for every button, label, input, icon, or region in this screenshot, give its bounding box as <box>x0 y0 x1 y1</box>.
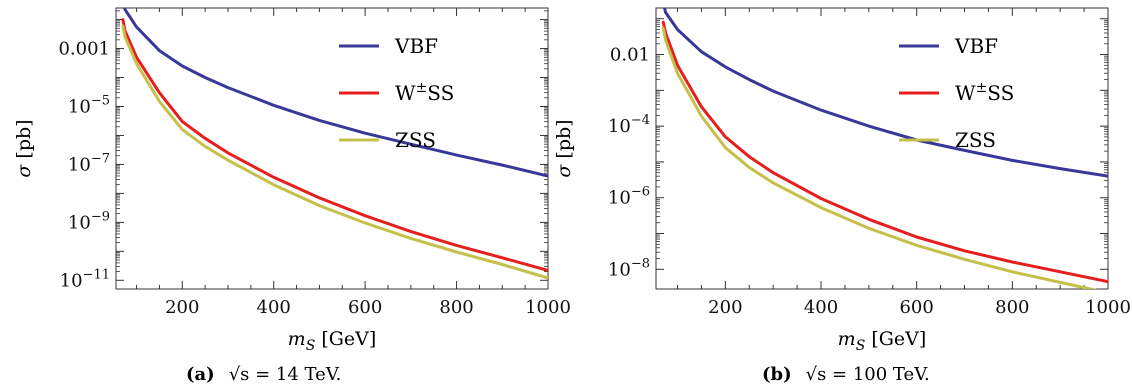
legend-label-vbf: VBF <box>394 34 438 58</box>
y-tick-label: 10−9 <box>68 209 110 233</box>
legend-label-wss: W±SS <box>395 80 454 105</box>
y-axis-label: σ [pb] <box>13 119 35 177</box>
chart-panel-a: 200 400 600 800 1000 0.001 10−5 10−7 10−9 10−11 mS… <box>13 7 571 354</box>
caption-a: (a) √s = 14 TeV. <box>186 364 341 385</box>
y-axis-label: σ [pb] <box>553 119 575 177</box>
y-tick-label: 0.001 <box>58 39 110 60</box>
series-line-vbf <box>662 8 1108 178</box>
y-tick-label: 10−6 <box>608 185 650 209</box>
plot-frame <box>115 7 549 290</box>
y-tick-label: 10−5 <box>68 93 110 117</box>
x-tick-label: 200 <box>165 297 199 318</box>
plot-frame <box>655 7 1109 290</box>
x-tick-label: 800 <box>995 297 1029 318</box>
chart-panel-b: 200 400 600 800 1000 0.01 10−4 10−6 10−8 mS [GeV]… <box>553 7 1131 354</box>
caption-a-text: √s = 14 TeV. <box>228 364 342 385</box>
caption-a-tag: (a) <box>186 364 215 385</box>
series-line-zss <box>661 26 1098 289</box>
y-tick-label: 10−11 <box>60 267 110 291</box>
legend-label-wss: W±SS <box>955 80 1014 105</box>
y-tick-label: 10−4 <box>608 113 650 137</box>
x-tick-label: 1000 <box>525 297 571 318</box>
legend-label-zss: ZSS <box>955 128 996 152</box>
series-line-wss <box>121 18 548 272</box>
y-tick-label: 0.01 <box>610 45 650 66</box>
x-tick-label: 400 <box>804 297 838 318</box>
legend-label-vbf: VBF <box>954 34 998 58</box>
x-axis-label: mS [GeV] <box>288 328 377 354</box>
legend-label-zss: ZSS <box>395 128 436 152</box>
y-tick-label: 10−7 <box>68 151 110 175</box>
x-tick-label: 1000 <box>1085 297 1131 318</box>
x-tick-label: 800 <box>439 297 473 318</box>
series-line-vbf <box>123 8 548 178</box>
series-line-wss <box>661 20 1108 284</box>
caption-b: (b) √s = 100 TeV. <box>762 364 930 385</box>
caption-b-text: √s = 100 TeV. <box>805 364 930 385</box>
x-axis-label: mS [GeV] <box>838 328 927 354</box>
caption-b-tag: (b) <box>762 364 792 385</box>
x-tick-label: 200 <box>708 297 742 318</box>
y-tick-label: 10−8 <box>608 256 650 280</box>
x-tick-label: 400 <box>257 297 291 318</box>
x-tick-label: 600 <box>899 297 933 318</box>
x-tick-label: 600 <box>348 297 382 318</box>
series-line-zss <box>121 24 548 280</box>
